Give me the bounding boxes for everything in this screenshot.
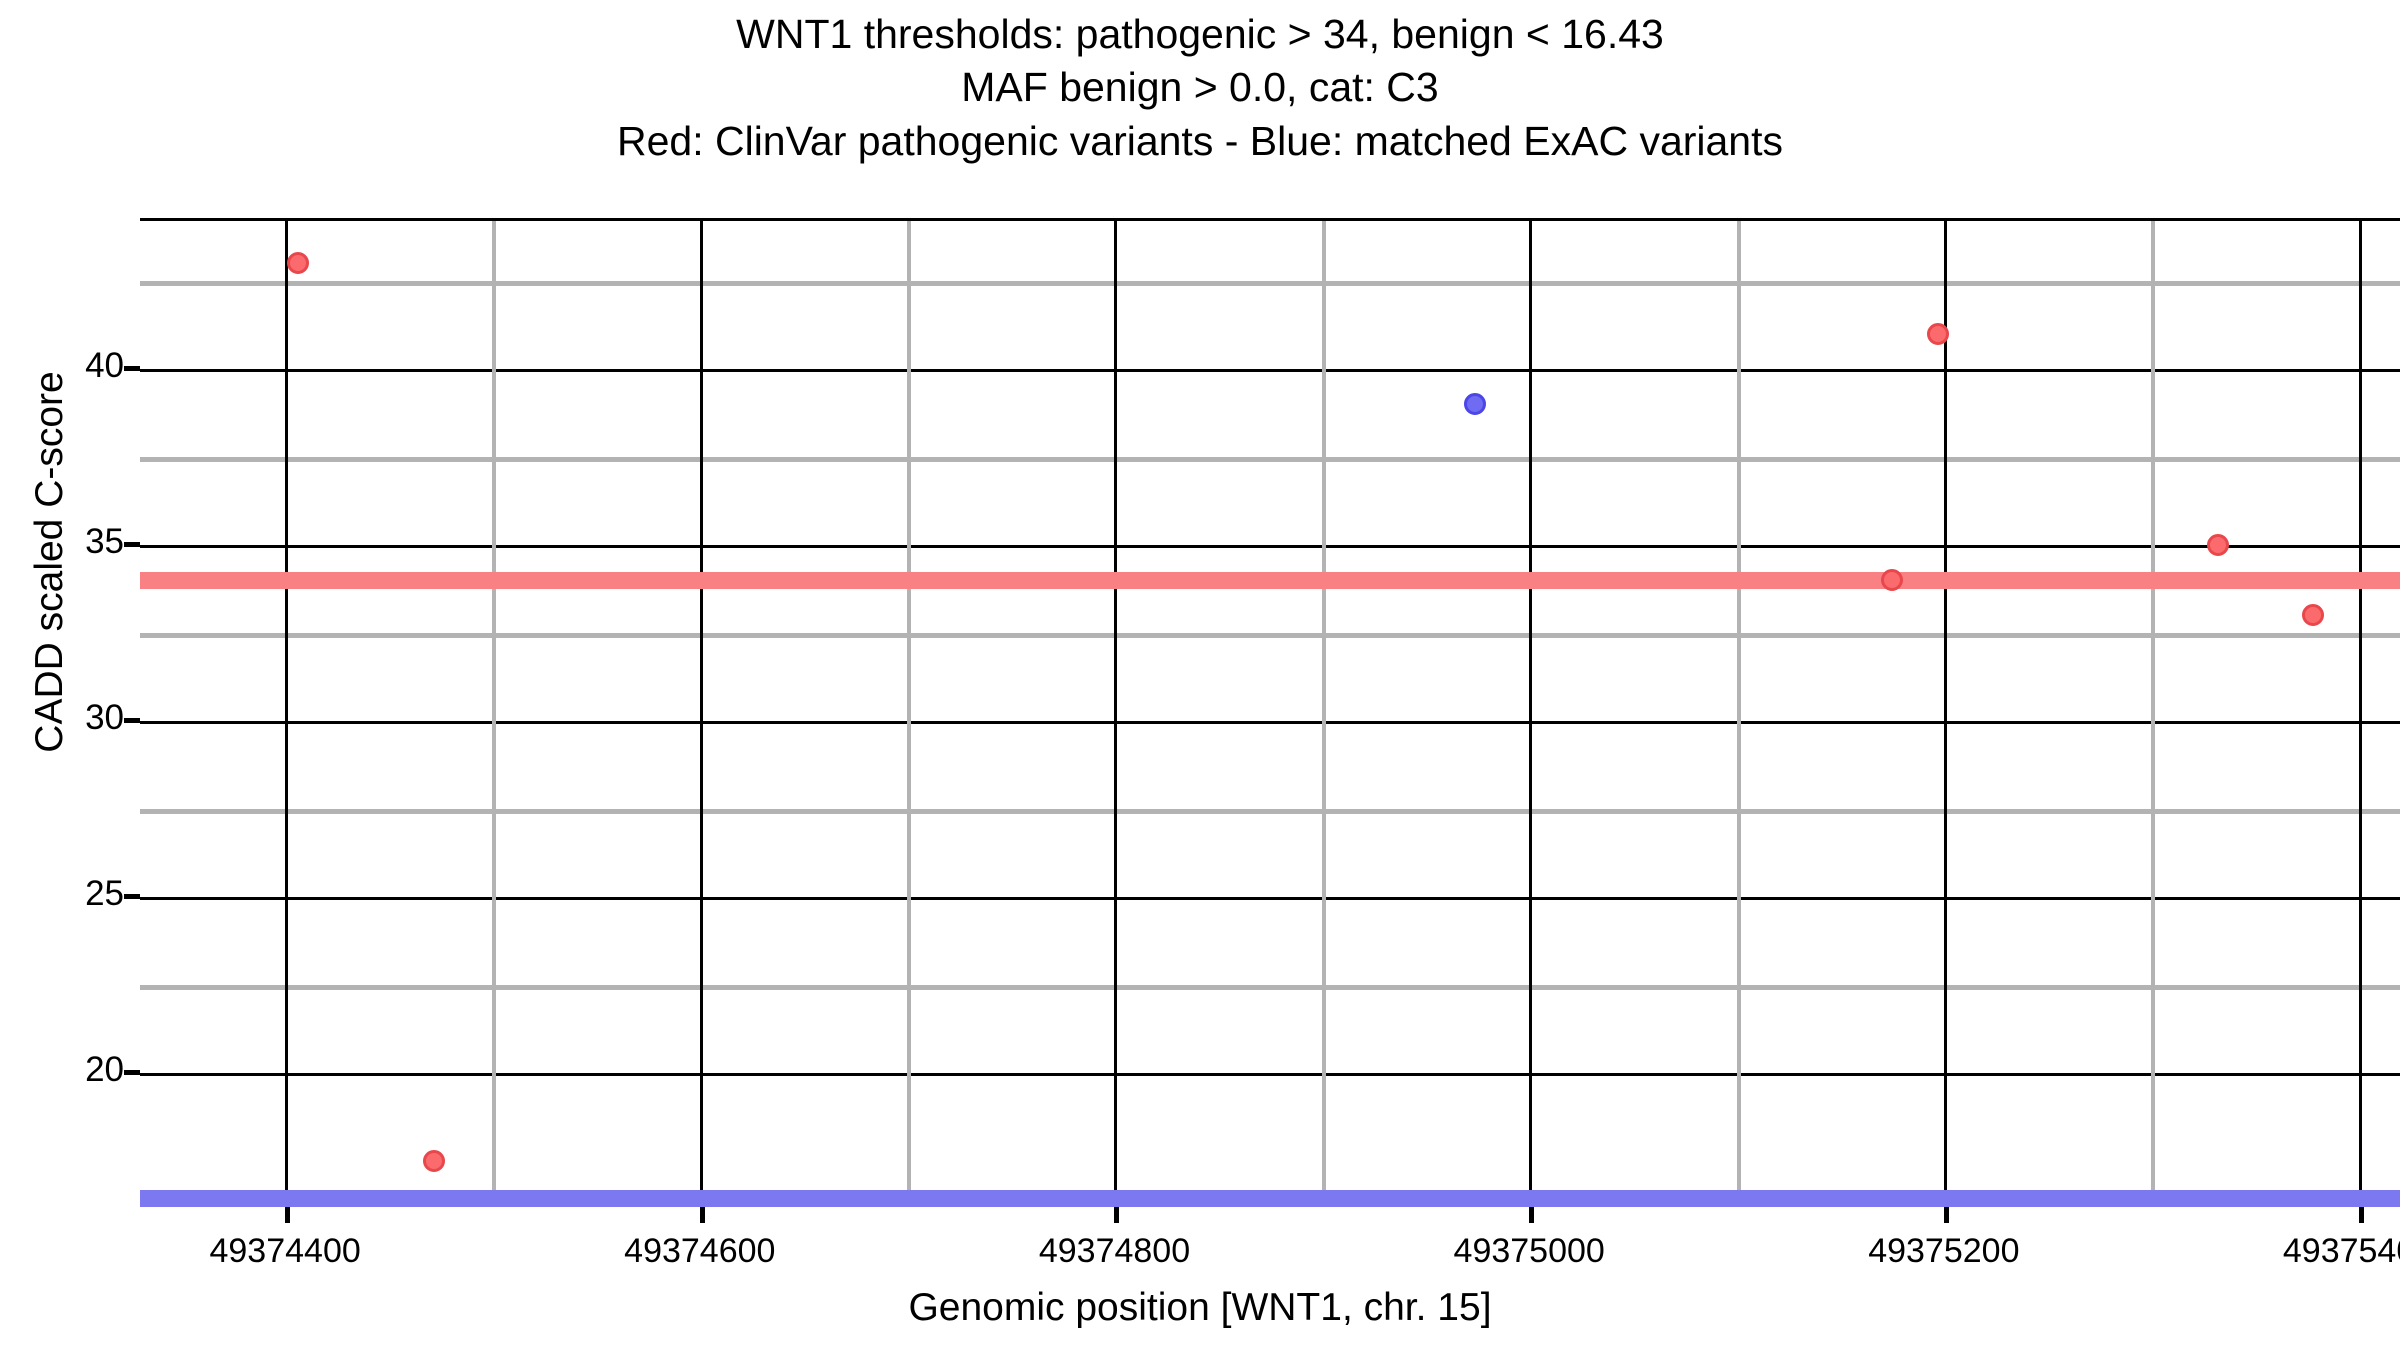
x-tick-label: 49374800 bbox=[1038, 1232, 1191, 1270]
x-tick-label: 49375000 bbox=[1453, 1232, 1605, 1270]
x-tick-mark bbox=[699, 1207, 705, 1223]
y-tick-label: 25 bbox=[85, 873, 124, 913]
y-tick-mark bbox=[124, 541, 140, 547]
y-tick-mark bbox=[124, 717, 140, 723]
gridline-major-horizontal bbox=[140, 544, 2400, 548]
gridline-minor-horizontal bbox=[140, 280, 2400, 286]
data-point[interactable] bbox=[2206, 533, 2229, 556]
gridline-minor-vertical bbox=[1321, 221, 1326, 1207]
x-tick-mark bbox=[285, 1207, 291, 1223]
gridline-major-vertical bbox=[1529, 221, 1533, 1207]
gridline-minor-vertical bbox=[492, 221, 497, 1207]
data-point[interactable] bbox=[1881, 568, 1904, 591]
gridline-major-horizontal bbox=[140, 896, 2400, 900]
x-tick-mark bbox=[1943, 1207, 1949, 1223]
y-tick-label: 40 bbox=[85, 345, 124, 385]
x-tick-label: 49375400 bbox=[2282, 1232, 2400, 1270]
threshold-line-pathogenic bbox=[140, 571, 2400, 589]
gridline-minor-horizontal bbox=[140, 456, 2400, 462]
y-tick-label: 35 bbox=[85, 521, 124, 561]
plot-area bbox=[140, 218, 2400, 1207]
gridline-minor-vertical bbox=[1736, 221, 1741, 1207]
gridline-major-horizontal bbox=[140, 1072, 2400, 1076]
x-tick-label: 49374400 bbox=[209, 1232, 361, 1270]
gridline-major-vertical bbox=[2358, 221, 2362, 1207]
x-tick-mark bbox=[1114, 1207, 1120, 1223]
gridline-minor-vertical bbox=[2151, 221, 2156, 1207]
y-tick-mark bbox=[124, 893, 140, 899]
x-tick-label: 49375200 bbox=[1868, 1232, 2020, 1270]
gridline-minor-horizontal bbox=[140, 632, 2400, 638]
gridline-major-vertical bbox=[699, 221, 703, 1207]
threshold-line-benign bbox=[140, 1190, 2400, 1207]
data-point[interactable] bbox=[1464, 393, 1487, 416]
data-point[interactable] bbox=[286, 252, 309, 275]
data-point[interactable] bbox=[423, 1149, 446, 1172]
gridline-major-horizontal bbox=[140, 368, 2400, 372]
gridline-major-vertical bbox=[1114, 221, 1118, 1207]
y-tick-mark bbox=[124, 365, 140, 371]
chart-title: WNT1 thresholds: pathogenic > 34, benign… bbox=[0, 8, 2400, 168]
gridline-minor-vertical bbox=[907, 221, 912, 1207]
x-tick-mark bbox=[1529, 1207, 1535, 1223]
chart-title-line-1: WNT1 thresholds: pathogenic > 34, benign… bbox=[736, 11, 1664, 57]
gridline-minor-horizontal bbox=[140, 984, 2400, 990]
data-point[interactable] bbox=[1926, 322, 1949, 345]
chart-title-line-3: Red: ClinVar pathogenic variants - Blue:… bbox=[616, 117, 1784, 164]
data-point[interactable] bbox=[2301, 604, 2324, 627]
x-tick-mark bbox=[2358, 1207, 2364, 1223]
gridline-major-horizontal bbox=[140, 720, 2400, 724]
x-axis-label: Genomic position [WNT1, chr. 15] bbox=[908, 1286, 1492, 1329]
y-axis-label: CADD scaled C-score bbox=[28, 371, 71, 753]
y-tick-mark bbox=[124, 1069, 140, 1075]
y-tick-label: 20 bbox=[85, 1049, 124, 1089]
gridline-major-vertical bbox=[285, 221, 289, 1207]
y-tick-label: 30 bbox=[85, 697, 124, 737]
gridline-major-vertical bbox=[1943, 221, 1947, 1207]
chart-title-line-2: MAF benign > 0.0, cat: C3 bbox=[961, 64, 1439, 111]
x-tick-label: 49374600 bbox=[624, 1232, 776, 1270]
gridline-minor-horizontal bbox=[140, 808, 2400, 814]
